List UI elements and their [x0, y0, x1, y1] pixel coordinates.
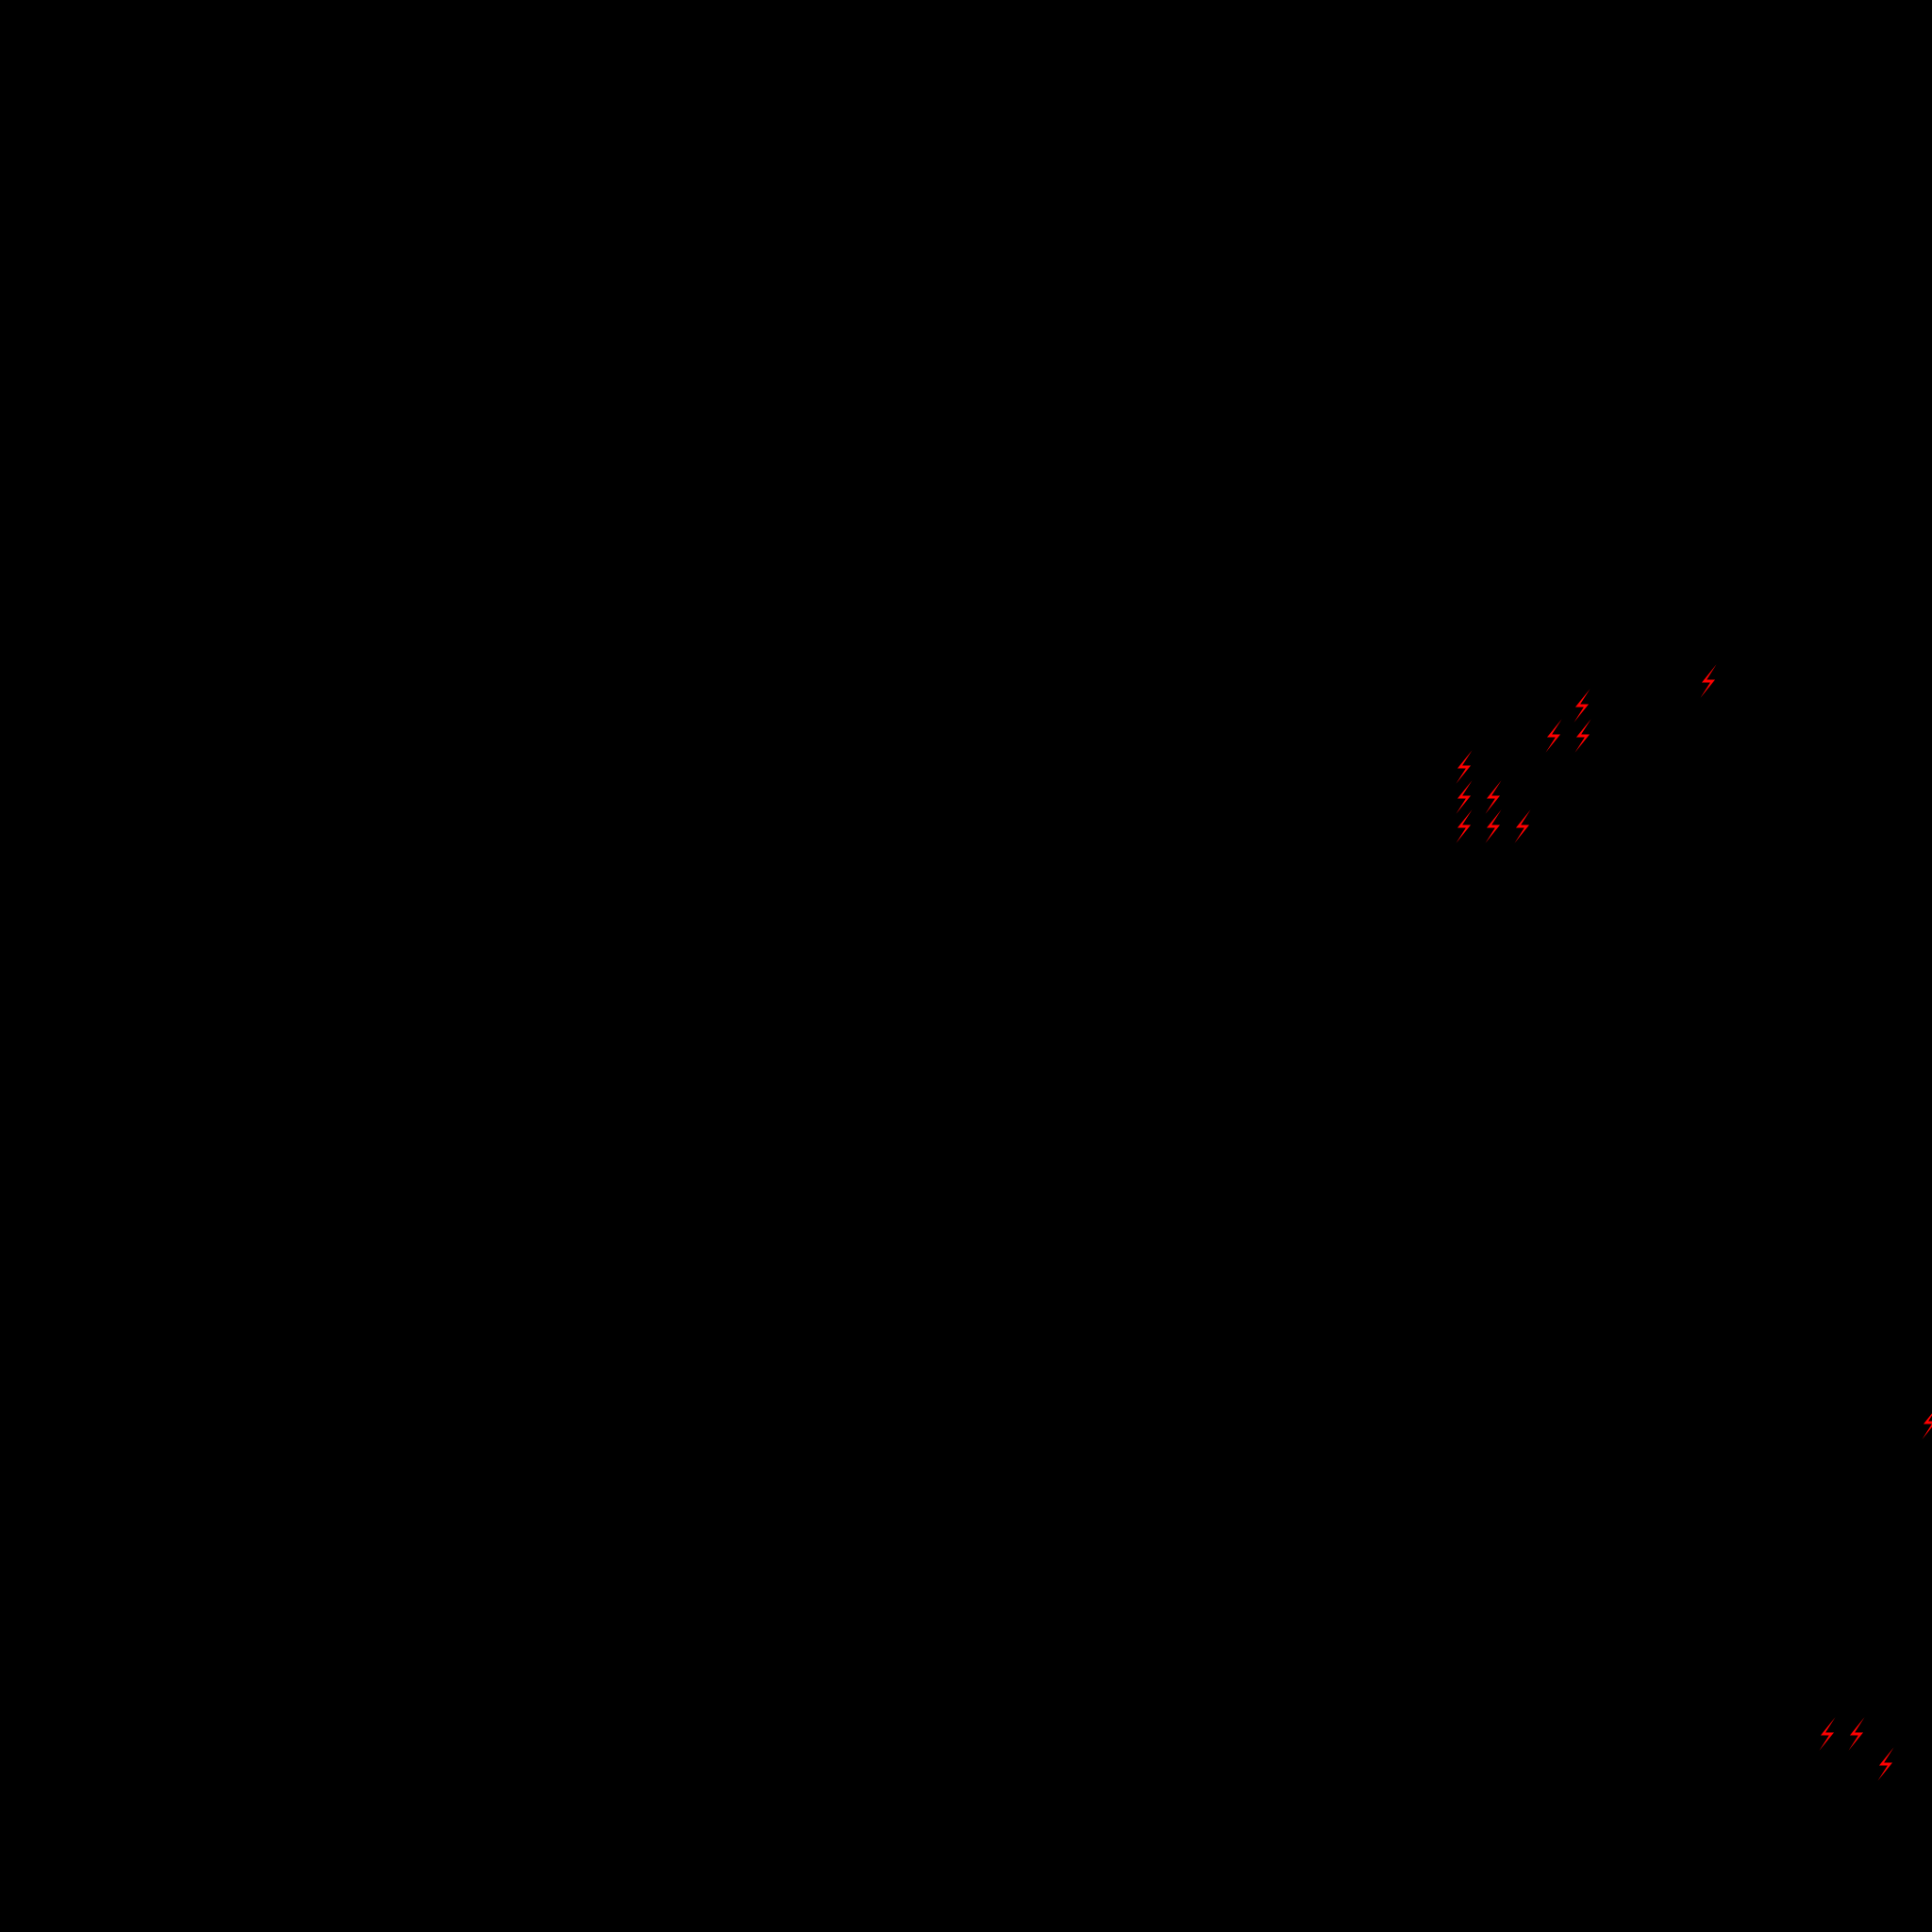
- high-voltage-icon: [1916, 1406, 1932, 1441]
- high-voltage-icon: [1842, 1717, 1871, 1752]
- high-voltage-icon: [1508, 809, 1537, 844]
- high-voltage-icon: [1479, 780, 1507, 815]
- high-voltage-icon: [1450, 780, 1478, 815]
- high-voltage-icon: [1479, 809, 1507, 844]
- high-voltage-icon: [1569, 719, 1597, 754]
- high-voltage-icon: [1568, 689, 1596, 724]
- high-voltage-icon: [1450, 809, 1478, 844]
- high-voltage-icon: [1872, 1747, 1900, 1782]
- high-voltage-icon: [1813, 1717, 1841, 1752]
- high-voltage-icon: [1450, 750, 1478, 785]
- high-voltage-icon: [1694, 664, 1723, 699]
- high-voltage-icon: [1540, 719, 1568, 754]
